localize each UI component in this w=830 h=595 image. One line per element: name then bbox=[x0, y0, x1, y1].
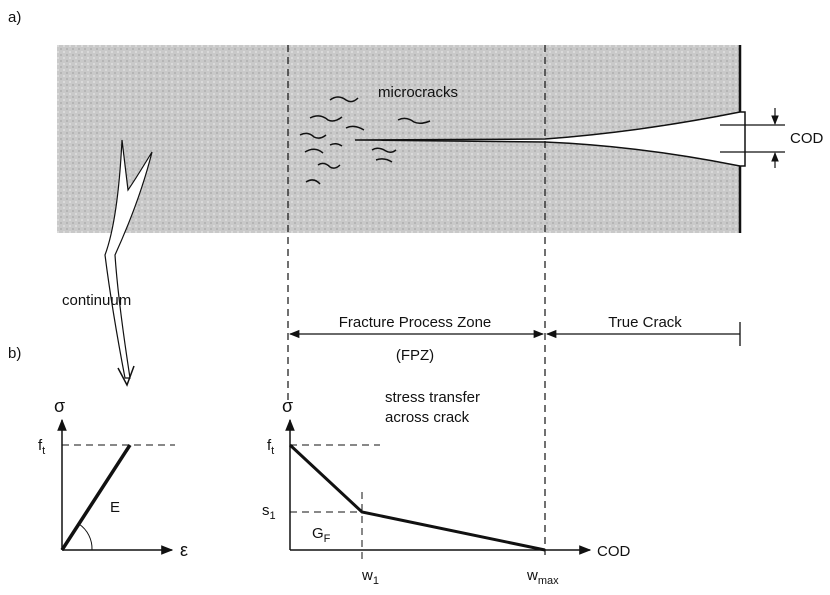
axis-label: wmax bbox=[526, 567, 559, 587]
axis-label: ε bbox=[180, 540, 188, 560]
label: E bbox=[110, 499, 120, 516]
label: max bbox=[538, 575, 559, 587]
label: t bbox=[271, 445, 274, 457]
note: stress transfer bbox=[385, 389, 480, 406]
axis-label: ft bbox=[267, 437, 274, 457]
label: b) bbox=[8, 345, 21, 362]
label: w bbox=[361, 567, 373, 584]
label: True Crack bbox=[608, 314, 682, 331]
label: w bbox=[526, 567, 538, 584]
axis-label: COD bbox=[597, 543, 631, 560]
label: a) bbox=[8, 9, 21, 26]
axis-label: σ bbox=[54, 396, 65, 416]
label: (FPZ) bbox=[396, 347, 434, 364]
axis-label: s1 bbox=[262, 502, 276, 522]
axis-label: σ bbox=[282, 396, 293, 416]
axis-label: w1 bbox=[361, 567, 379, 587]
label: COD bbox=[790, 130, 824, 147]
diagram: a) microcracks COD continuum Fracture Pr… bbox=[0, 0, 830, 590]
label: s bbox=[262, 502, 270, 519]
label: t bbox=[42, 445, 45, 457]
label: 1 bbox=[373, 575, 379, 587]
note: across crack bbox=[385, 409, 470, 426]
label: F bbox=[324, 533, 331, 545]
label: continuum bbox=[62, 292, 131, 309]
label: microcracks bbox=[378, 84, 458, 101]
label: 1 bbox=[270, 510, 276, 522]
label: GF bbox=[312, 525, 331, 545]
left-axes bbox=[62, 420, 175, 550]
label: Fracture Process Zone bbox=[339, 314, 492, 331]
label: G bbox=[312, 525, 324, 542]
axis-label: ft bbox=[38, 437, 45, 457]
